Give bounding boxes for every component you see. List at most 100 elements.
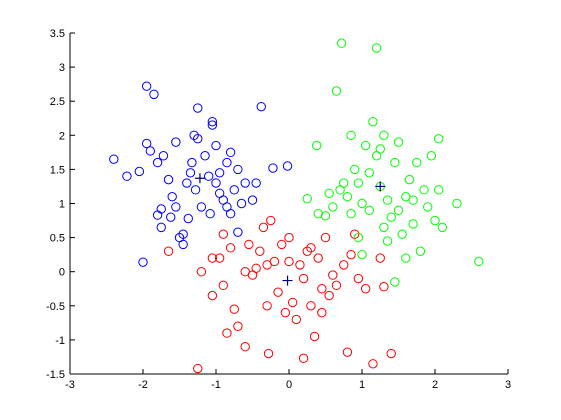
- data-point: [350, 164, 360, 175]
- data-point: [312, 140, 322, 151]
- data-point: [233, 321, 243, 331]
- data-point: [236, 198, 247, 209]
- data-point: [156, 204, 166, 214]
- data-point: [200, 151, 210, 161]
- data-point: [218, 229, 229, 239]
- data-point: [390, 277, 400, 287]
- data-point: [229, 185, 239, 195]
- x-tick-label: -3: [65, 379, 75, 391]
- data-point: [149, 89, 159, 100]
- data-point: [207, 253, 218, 263]
- data-point: [280, 307, 291, 318]
- data-point: [218, 280, 229, 291]
- centroid-marker: [282, 275, 293, 286]
- y-tick-label: 0: [59, 267, 65, 279]
- data-point: [284, 256, 294, 267]
- x-tick-label: -2: [138, 379, 148, 391]
- data-point: [437, 222, 447, 233]
- data-point: [240, 267, 250, 277]
- data-point: [382, 195, 393, 205]
- data-point: [408, 219, 418, 229]
- data-point: [474, 256, 484, 267]
- y-tick-label: 1.5: [50, 164, 65, 176]
- data-point: [122, 171, 132, 181]
- data-point: [353, 273, 364, 284]
- x-tick-label: -1: [211, 379, 221, 391]
- data-point: [273, 287, 283, 297]
- data-point: [302, 246, 312, 256]
- data-point: [382, 236, 393, 246]
- data-point: [163, 246, 174, 256]
- data-point: [222, 202, 232, 212]
- data-point: [346, 209, 356, 219]
- data-point: [204, 171, 214, 181]
- data-point: [256, 101, 266, 112]
- data-point: [251, 263, 261, 273]
- data-point: [225, 147, 236, 158]
- data-point: [309, 331, 320, 342]
- data-point: [185, 168, 196, 178]
- data-point: [284, 232, 294, 243]
- data-point: [282, 161, 293, 171]
- data-point: [229, 304, 239, 314]
- data-point: [152, 210, 163, 220]
- data-point: [393, 137, 404, 147]
- data-point: [214, 168, 225, 178]
- data-point: [331, 280, 342, 291]
- data-point: [386, 348, 396, 359]
- data-point: [364, 168, 374, 178]
- data-point: [375, 144, 385, 154]
- data-point: [342, 191, 353, 202]
- data-point: [433, 185, 444, 195]
- y-tick-label: 3: [59, 62, 65, 74]
- data-point: [298, 273, 309, 284]
- data-point: [336, 38, 347, 48]
- data-point: [247, 195, 258, 205]
- data-point: [317, 307, 327, 318]
- data-point: [320, 232, 331, 243]
- data-point: [313, 253, 323, 263]
- data-point: [141, 138, 152, 149]
- x-tick-label: 0: [286, 379, 292, 391]
- data-point: [401, 253, 411, 263]
- data-point: [331, 86, 342, 96]
- data-point: [298, 353, 309, 364]
- y-tick-label: 0.5: [50, 233, 65, 245]
- data-point: [182, 178, 192, 188]
- data-point: [302, 194, 312, 204]
- data-point: [190, 185, 201, 195]
- data-point: [214, 253, 225, 263]
- data-point: [233, 227, 243, 237]
- data-point: [187, 157, 197, 168]
- data-point: [430, 215, 440, 226]
- data-point: [342, 347, 353, 357]
- data-point: [222, 157, 232, 168]
- centroid-marker: [375, 181, 386, 192]
- data-point: [158, 151, 169, 161]
- y-tick-label: 2: [59, 130, 65, 142]
- data-point: [412, 157, 422, 168]
- data-point: [251, 178, 261, 188]
- data-point: [423, 202, 433, 212]
- data-point: [240, 178, 250, 188]
- data-point: [262, 301, 272, 311]
- data-point: [368, 359, 378, 369]
- data-point: [353, 232, 364, 243]
- data-point: [189, 130, 199, 141]
- data-point: [386, 212, 396, 222]
- data-point: [134, 166, 145, 177]
- data-point: [419, 185, 429, 195]
- data-point: [346, 130, 356, 141]
- data-point: [266, 215, 276, 226]
- data-point: [109, 154, 119, 164]
- data-point: [178, 229, 188, 239]
- data-point: [306, 243, 316, 253]
- data-point: [263, 348, 274, 359]
- data-point: [364, 205, 374, 216]
- data-point: [360, 140, 371, 151]
- data-point: [371, 43, 382, 53]
- data-point: [415, 246, 426, 256]
- data-point: [222, 328, 232, 338]
- data-point: [207, 120, 218, 130]
